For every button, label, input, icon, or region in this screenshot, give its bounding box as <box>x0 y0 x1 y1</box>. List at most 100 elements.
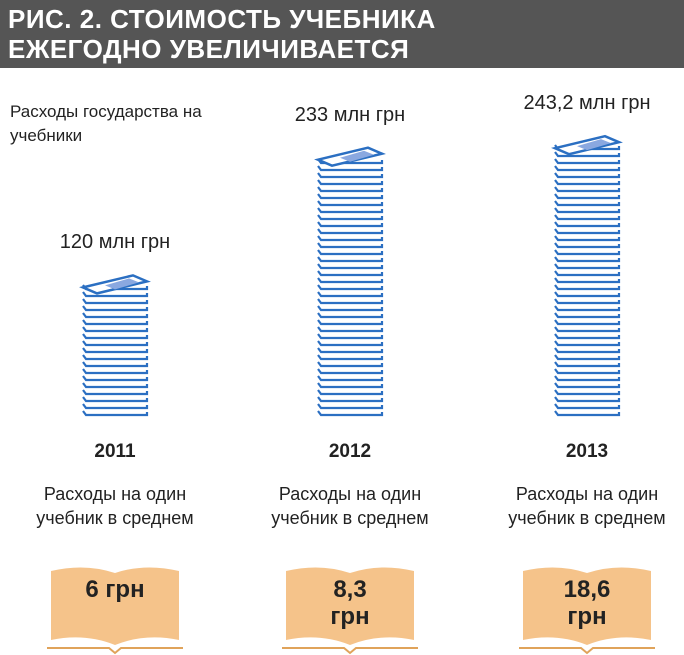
stack-page <box>317 207 384 214</box>
stack-page <box>317 354 384 361</box>
book-icon <box>51 567 179 645</box>
stack-page <box>554 312 621 319</box>
stack-page <box>317 319 384 326</box>
stack-page <box>554 256 621 263</box>
value-label: 233 млн грн <box>294 103 406 126</box>
stack-page <box>317 361 384 368</box>
series-label: Расходы государства на учебники <box>10 102 202 145</box>
stack-page <box>317 179 384 186</box>
book-stack <box>551 134 623 417</box>
stack-page <box>317 235 384 242</box>
stack-page <box>554 165 621 172</box>
stack-page <box>554 305 621 312</box>
value-label: 120 млн грн <box>59 231 171 254</box>
stack-page <box>554 368 621 375</box>
stack-page <box>82 382 149 389</box>
value-label: 8,3 грн <box>330 576 370 630</box>
stack-page <box>317 382 384 389</box>
stack-page <box>317 242 384 249</box>
stack-page <box>317 305 384 312</box>
stack-page <box>82 319 149 326</box>
stack-page <box>82 368 149 375</box>
stack-page <box>317 172 384 179</box>
stack-page <box>554 298 621 305</box>
book-stack <box>314 146 386 417</box>
stack-page <box>317 186 384 193</box>
stack-page <box>317 249 384 256</box>
stack-page <box>82 312 149 319</box>
stack-page <box>317 193 384 200</box>
stack-page <box>317 200 384 207</box>
stack-page <box>554 207 621 214</box>
stack-page <box>317 284 384 291</box>
series-label: Расходы на один учебник в среднем <box>36 484 194 528</box>
stack-page <box>317 221 384 228</box>
x-tick-label: 2013 <box>565 441 609 462</box>
book-base <box>282 647 418 655</box>
stack-page <box>554 221 621 228</box>
stack-page <box>317 375 384 382</box>
stack-page <box>317 410 384 417</box>
stack-page <box>554 291 621 298</box>
stack-page <box>82 396 149 403</box>
stack-cover <box>105 278 139 290</box>
x-tick-label: 2011 <box>94 441 136 462</box>
stack-page <box>317 263 384 270</box>
stack-page <box>317 228 384 235</box>
stack-cover <box>577 139 611 151</box>
value-label: 6 грн <box>85 576 145 603</box>
stack-page <box>82 326 149 333</box>
chart-title: РИС. 2. СТОИМОСТЬ УЧЕБНИКА ЕЖЕГОДНО УВЕЛ… <box>8 4 436 64</box>
book-base <box>519 647 655 655</box>
stack-page <box>554 340 621 347</box>
stack-page <box>82 298 149 305</box>
value-label: 18,6 грн <box>563 576 611 630</box>
stack-page <box>554 179 621 186</box>
stack-page <box>317 165 384 172</box>
stack-page <box>554 214 621 221</box>
book-base <box>47 647 183 655</box>
stack-page <box>554 354 621 361</box>
stack-page <box>82 361 149 368</box>
stack-page <box>317 368 384 375</box>
stack-page <box>82 333 149 340</box>
series-label: Расходы на один учебник в среднем <box>271 484 429 528</box>
stack-page <box>554 347 621 354</box>
x-tick-label: 2012 <box>328 441 372 462</box>
stack-page <box>554 319 621 326</box>
stack-page <box>554 403 621 410</box>
stack-page <box>82 291 149 298</box>
stack-page <box>317 291 384 298</box>
stack-page <box>554 158 621 165</box>
stack-page <box>317 340 384 347</box>
stack-page <box>554 242 621 249</box>
stack-page <box>554 361 621 368</box>
stack-page <box>554 389 621 396</box>
stack-page <box>554 333 621 340</box>
title-banner <box>0 0 684 68</box>
stack-page <box>317 312 384 319</box>
stack-page <box>82 347 149 354</box>
stack-page <box>554 375 621 382</box>
stack-page <box>82 375 149 382</box>
stack-page <box>317 389 384 396</box>
stack-cover <box>340 150 374 162</box>
book-icon <box>523 567 651 645</box>
stack-page <box>554 284 621 291</box>
stack-page <box>82 403 149 410</box>
stack-page <box>317 277 384 284</box>
stack-page <box>554 263 621 270</box>
stack-page <box>554 410 621 417</box>
stack-page <box>82 389 149 396</box>
stack-page <box>317 214 384 221</box>
stack-page <box>554 193 621 200</box>
stack-page <box>554 382 621 389</box>
stack-page <box>82 340 149 347</box>
value-label: 243,2 млн грн <box>523 92 651 115</box>
stack-page <box>554 396 621 403</box>
stack-page <box>82 305 149 312</box>
stack-page <box>554 228 621 235</box>
stack-page <box>82 354 149 361</box>
